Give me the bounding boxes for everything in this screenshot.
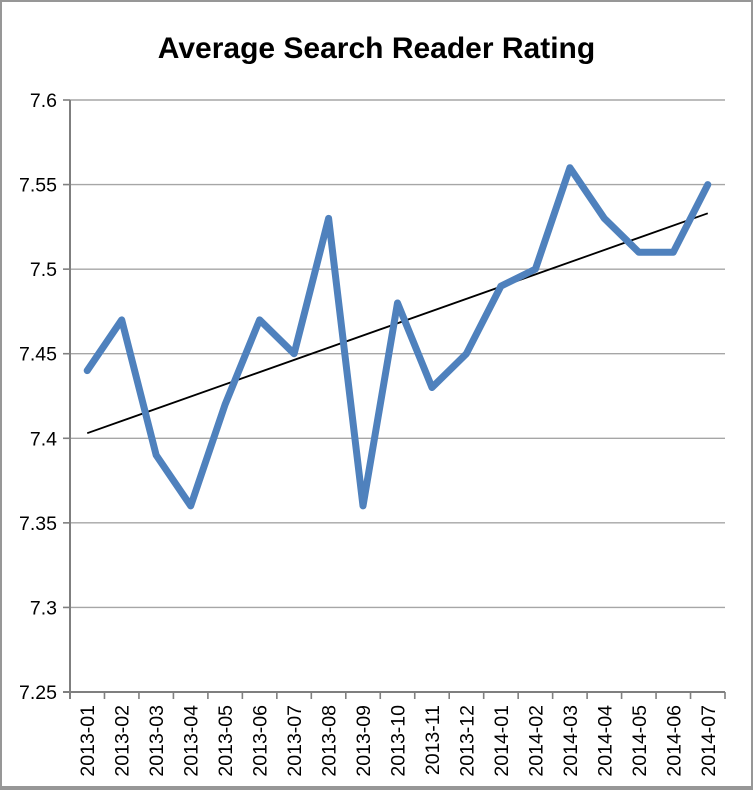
x-axis-label: 2013-08 <box>319 705 341 777</box>
x-axis-label: 2013-10 <box>388 705 410 777</box>
x-axis-label: 2013-05 <box>215 705 237 777</box>
x-axis-label: 2014-07 <box>698 705 720 777</box>
x-axis-label: 2013-04 <box>181 705 203 777</box>
y-axis-label: 7.35 <box>19 513 57 535</box>
x-axis-label: 2014-05 <box>629 705 651 777</box>
y-axis-label: 7.3 <box>30 597 57 619</box>
x-axis-label: 2013-11 <box>422 705 444 775</box>
x-axis-label: 2014-02 <box>525 705 547 777</box>
x-axis-label: 2013-07 <box>284 705 306 777</box>
y-axis-label: 7.25 <box>19 682 57 704</box>
x-axis-label: 2013-03 <box>146 705 168 777</box>
x-axis-label: 2014-03 <box>560 705 582 777</box>
x-axis-label: 2013-01 <box>77 705 99 777</box>
y-axis-label: 7.4 <box>30 428 57 450</box>
x-axis-label: 2014-04 <box>594 705 616 777</box>
x-axis-label: 2013-12 <box>456 705 478 777</box>
chart-title: Average Search Reader Rating <box>157 32 596 65</box>
y-axis-label: 7.5 <box>30 259 57 281</box>
x-axis-label: 2014-06 <box>663 705 685 777</box>
x-axis-label: 2014-01 <box>491 705 513 777</box>
x-axis-label: 2013-06 <box>250 705 272 777</box>
series-line <box>83 164 712 510</box>
x-axis-label: 2013-09 <box>353 705 375 777</box>
x-axis-label: 2013-02 <box>112 705 134 777</box>
y-axis-label: 7.6 <box>30 90 57 112</box>
y-axis-label: 7.45 <box>19 344 57 366</box>
y-axis-label: 7.55 <box>19 175 57 197</box>
